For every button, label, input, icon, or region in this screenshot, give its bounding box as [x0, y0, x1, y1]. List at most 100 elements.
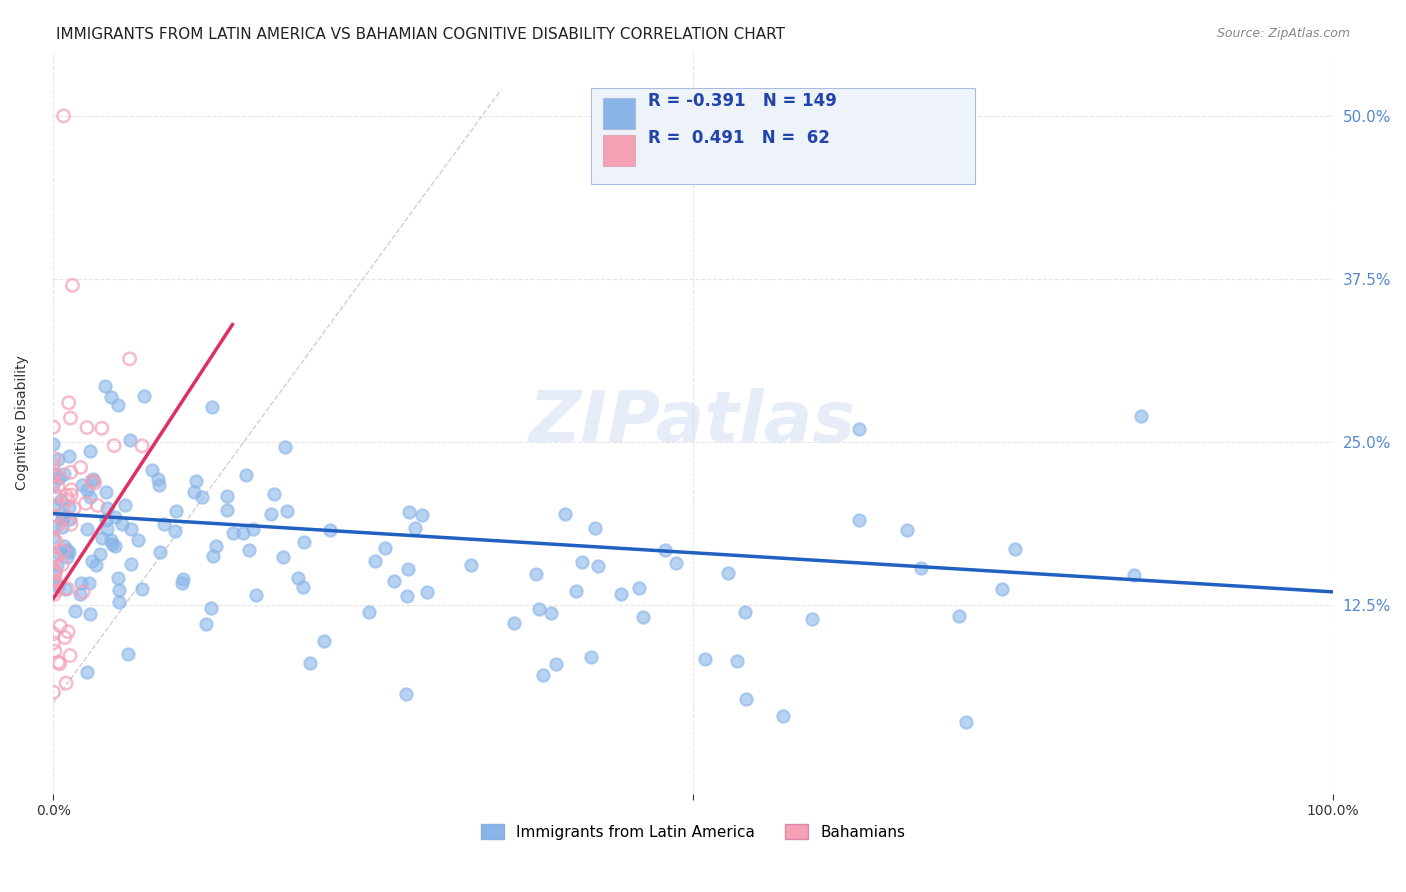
Point — [245, 589, 267, 603]
Point — [276, 503, 298, 517]
Point — [274, 440, 297, 454]
Point — [59, 465, 82, 479]
Point — [184, 474, 207, 488]
Point — [172, 572, 194, 586]
Point — [217, 503, 239, 517]
Point — [271, 550, 294, 565]
Point — [46, 579, 69, 593]
Point — [107, 571, 129, 585]
Point — [96, 522, 118, 536]
Point — [190, 490, 212, 504]
Point — [364, 554, 387, 568]
Point — [84, 558, 107, 573]
Point — [42, 520, 65, 534]
Point — [104, 539, 127, 553]
Point — [571, 555, 593, 569]
Point — [134, 389, 156, 403]
Point — [260, 507, 283, 521]
Point — [83, 476, 105, 491]
Point — [374, 541, 396, 556]
Point — [395, 687, 418, 701]
Point — [583, 521, 606, 535]
Point — [502, 615, 524, 630]
Point — [610, 587, 633, 601]
Point — [58, 511, 80, 525]
Point — [299, 656, 322, 670]
Point — [107, 398, 129, 412]
Point — [56, 582, 79, 596]
Point — [82, 474, 104, 488]
Point — [183, 484, 205, 499]
Point — [53, 582, 76, 596]
Point — [540, 607, 562, 621]
Text: ZIPatlas: ZIPatlas — [529, 388, 856, 457]
Point — [292, 535, 315, 549]
Point — [734, 692, 756, 706]
Point — [382, 574, 405, 589]
Point — [79, 444, 101, 458]
Point — [42, 420, 65, 434]
Point — [51, 512, 73, 526]
Point — [665, 556, 688, 570]
Point — [231, 525, 253, 540]
Point — [70, 575, 93, 590]
Point — [586, 559, 609, 574]
Point — [772, 708, 794, 723]
Point — [314, 634, 336, 648]
Point — [544, 657, 567, 671]
Point — [49, 493, 72, 508]
Point — [100, 533, 122, 547]
Point — [60, 488, 83, 502]
Point — [51, 511, 73, 525]
Point — [45, 545, 67, 559]
Point — [359, 605, 381, 619]
Point — [51, 508, 73, 522]
Point — [52, 109, 75, 123]
Point — [404, 521, 426, 535]
Point — [292, 580, 315, 594]
Point — [44, 587, 66, 601]
Point — [411, 508, 433, 522]
Point — [108, 595, 131, 609]
Point — [217, 490, 239, 504]
Point — [103, 439, 125, 453]
Point — [46, 519, 69, 533]
Point — [396, 561, 419, 575]
Text: Source: ZipAtlas.com: Source: ZipAtlas.com — [1216, 27, 1350, 40]
Point — [111, 517, 134, 532]
Point — [527, 602, 550, 616]
Point — [44, 566, 66, 580]
Point — [76, 665, 98, 680]
Point — [120, 522, 142, 536]
Point — [42, 548, 65, 562]
Point — [955, 715, 977, 730]
Point — [46, 655, 69, 669]
Point — [717, 566, 740, 580]
Point — [990, 582, 1012, 596]
Point — [46, 558, 69, 572]
Point — [79, 607, 101, 621]
Point — [165, 504, 187, 518]
Point — [42, 565, 65, 579]
Point — [69, 460, 91, 475]
Point — [118, 351, 141, 366]
Point — [531, 668, 554, 682]
Point — [396, 590, 419, 604]
Point — [44, 583, 66, 598]
Point — [263, 487, 285, 501]
Point — [42, 475, 65, 489]
Point — [52, 543, 75, 558]
Point — [152, 517, 174, 532]
Point — [44, 549, 66, 564]
Point — [56, 492, 79, 507]
Point — [398, 505, 420, 519]
Point — [59, 517, 82, 532]
Point — [96, 500, 118, 515]
Point — [45, 552, 67, 566]
Point — [70, 478, 93, 492]
Point — [76, 420, 98, 434]
Point — [579, 650, 602, 665]
Point — [42, 533, 65, 547]
Point — [94, 484, 117, 499]
Point — [45, 498, 67, 512]
